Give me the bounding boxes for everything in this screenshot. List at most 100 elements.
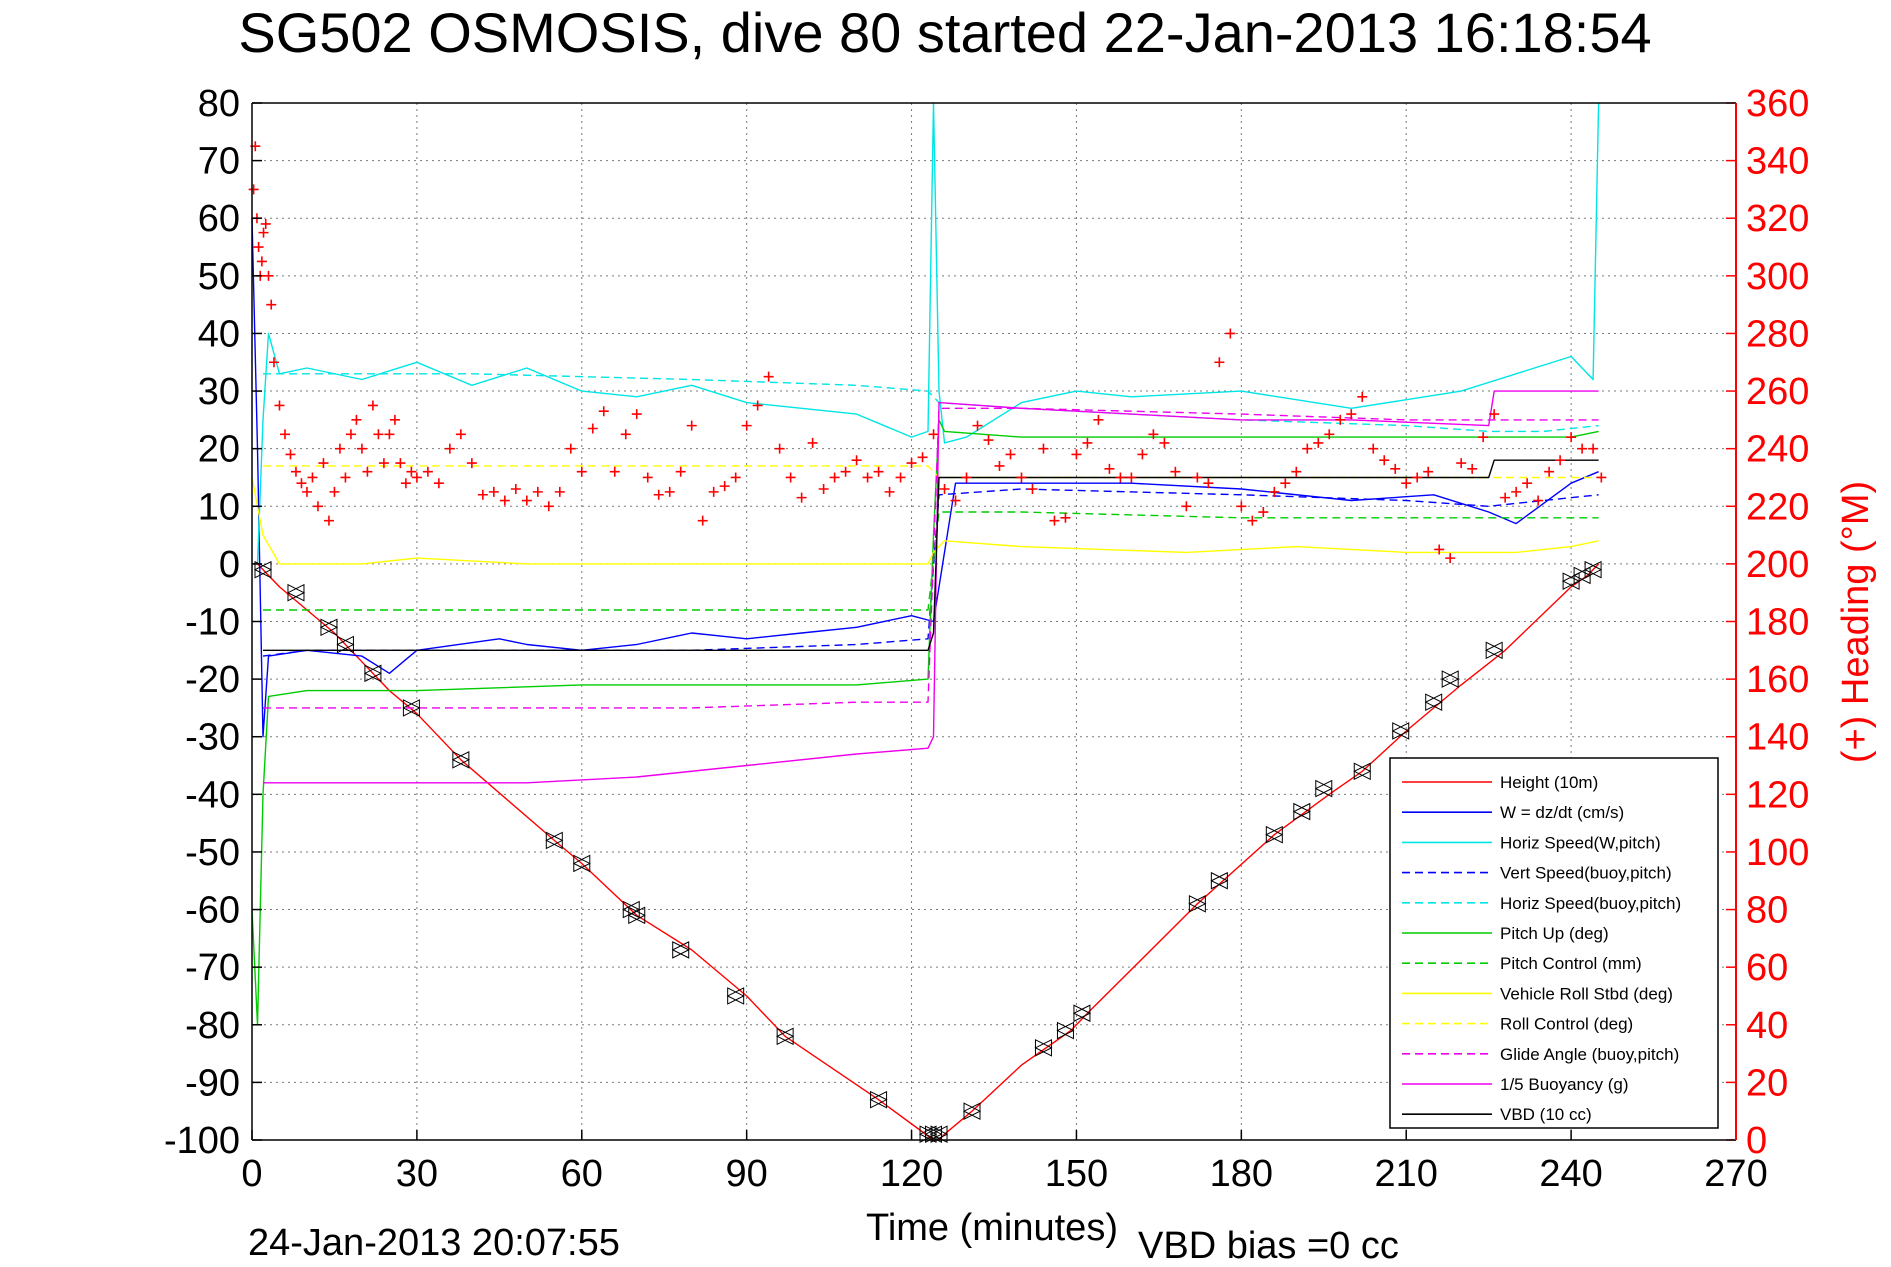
heading-point xyxy=(521,495,532,506)
height-marker xyxy=(671,941,690,959)
height-marker xyxy=(451,750,470,769)
height-marker xyxy=(1314,779,1333,798)
heading-point xyxy=(1104,463,1115,474)
height-markers xyxy=(253,560,1603,1144)
y-right-tick-label: 340 xyxy=(1746,141,1809,183)
series-lines xyxy=(251,102,1600,1141)
heading-point xyxy=(697,515,708,526)
heading-point xyxy=(917,452,928,463)
height-marker xyxy=(924,1125,943,1144)
heading-point xyxy=(587,423,598,434)
heading-point xyxy=(950,495,961,506)
heading-point xyxy=(1280,478,1291,489)
heading-point xyxy=(1401,478,1412,489)
y-left-tick-label: 70 xyxy=(198,141,240,183)
heading-point xyxy=(752,400,763,411)
heading-point xyxy=(296,478,307,489)
legend-label: Vehicle Roll Stbd (deg) xyxy=(1500,984,1673,1003)
legend-label: Horiz Speed(W,pitch) xyxy=(1500,833,1661,852)
heading-point xyxy=(1137,449,1148,460)
height-marker xyxy=(627,906,646,925)
heading-point xyxy=(290,466,301,477)
heading-point xyxy=(653,489,664,500)
x-tick-label: 270 xyxy=(1704,1153,1767,1195)
heading-point xyxy=(1170,466,1181,477)
y-right-tick-label: 80 xyxy=(1746,890,1788,932)
height-marker xyxy=(319,618,339,637)
y-left-tick-label: 20 xyxy=(198,429,240,471)
heading-point xyxy=(312,501,323,512)
heading-point xyxy=(1324,429,1335,440)
heading-point xyxy=(1335,414,1346,425)
height-marker xyxy=(1391,722,1410,740)
heading-point xyxy=(675,466,686,477)
heading-point xyxy=(741,420,752,431)
y-left-tick-label: 10 xyxy=(198,486,240,528)
heading-point xyxy=(1258,507,1269,518)
heading-point xyxy=(774,443,785,454)
heading-point xyxy=(1302,443,1313,454)
heading-point xyxy=(598,406,609,417)
heading-point xyxy=(260,218,271,229)
height-marker xyxy=(1056,1021,1075,1040)
heading-point xyxy=(510,483,521,494)
y-left-tick-label: -30 xyxy=(185,717,240,759)
legend-label: Height (10m) xyxy=(1500,773,1598,792)
heading-point xyxy=(961,472,972,483)
heading-point xyxy=(1038,443,1049,454)
y-left-tick-label: 60 xyxy=(198,198,240,240)
y-left-tick-label: 50 xyxy=(198,256,240,298)
height-marker xyxy=(402,699,421,717)
heading-point xyxy=(840,466,851,477)
heading-point xyxy=(395,458,406,469)
height-marker xyxy=(1292,802,1311,821)
y-left-tick-label: -20 xyxy=(185,659,240,701)
heading-point xyxy=(884,486,895,497)
y-right-tick-label: 280 xyxy=(1746,313,1809,355)
x-axis-label: Time (minutes) xyxy=(866,1207,1118,1249)
heading-point xyxy=(928,429,939,440)
heading-point xyxy=(994,460,1005,471)
heading-point xyxy=(323,515,334,526)
x-tick-label: 60 xyxy=(561,1153,603,1195)
series-line-pitch-control-mm xyxy=(263,511,1599,611)
heading-point xyxy=(455,429,466,440)
x-tick-label: 150 xyxy=(1045,1153,1108,1195)
y-right-tick-label: 200 xyxy=(1746,544,1809,586)
y-right-tick-label: 100 xyxy=(1746,832,1809,874)
series-line-pitch-up-deg xyxy=(251,419,1599,1026)
y-left-tick-label: -50 xyxy=(185,832,240,874)
y-left-tick-label: -100 xyxy=(164,1120,240,1162)
heading-point xyxy=(340,472,351,483)
height-marker xyxy=(336,635,355,654)
height-marker xyxy=(1353,762,1372,781)
heading-point xyxy=(1544,466,1555,477)
heading-point xyxy=(1478,432,1489,443)
heading-point xyxy=(1005,449,1016,460)
heading-point xyxy=(1511,486,1522,497)
heading-point xyxy=(488,486,499,497)
heading-point xyxy=(253,242,264,253)
heading-point xyxy=(258,227,269,238)
plot-axes xyxy=(251,102,1737,1141)
heading-point xyxy=(1203,478,1214,489)
x-tick-label: 30 xyxy=(396,1153,438,1195)
heading-point xyxy=(318,458,329,469)
height-marker xyxy=(776,1027,795,1046)
heading-point xyxy=(356,443,367,454)
heading-point xyxy=(1269,486,1280,497)
heading-point xyxy=(532,486,543,497)
heading-point xyxy=(1247,515,1258,526)
footer-date: 24-Jan-2013 20:07:55 xyxy=(248,1222,620,1262)
heading-point xyxy=(1071,449,1082,460)
height-marker xyxy=(363,664,383,683)
x-tick-label: 240 xyxy=(1539,1153,1602,1195)
heading-point xyxy=(1489,409,1500,420)
heading-point xyxy=(1115,472,1126,483)
heading-point xyxy=(285,449,296,460)
heading-point xyxy=(444,443,455,454)
heading-point xyxy=(373,429,384,440)
y-left-tick-label: -90 xyxy=(185,1062,240,1104)
y-right-tick-label: 180 xyxy=(1746,602,1809,644)
